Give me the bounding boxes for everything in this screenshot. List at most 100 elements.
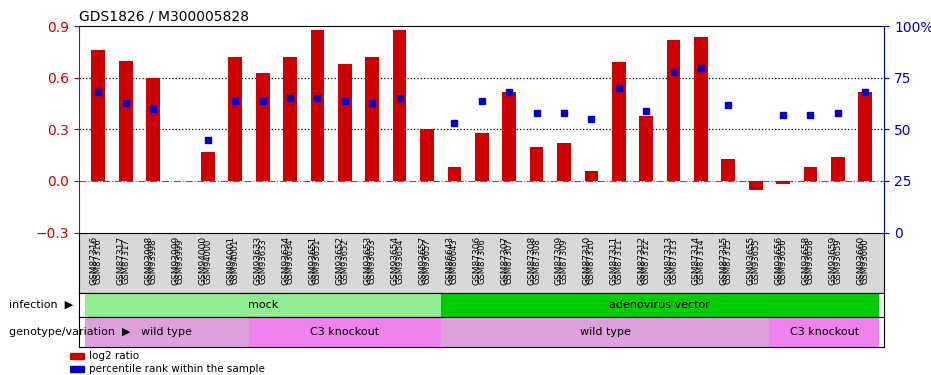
Bar xyxy=(420,129,434,181)
Text: genotype/variation  ▶: genotype/variation ▶ xyxy=(9,327,131,337)
Text: GSM93652: GSM93652 xyxy=(336,236,344,285)
Text: C3 knockout: C3 knockout xyxy=(789,327,858,337)
Text: GSM87312: GSM87312 xyxy=(637,236,646,285)
Text: infection  ▶: infection ▶ xyxy=(9,300,74,310)
Text: GSM87314: GSM87314 xyxy=(692,236,701,285)
Bar xyxy=(695,37,708,181)
Text: GSM87315: GSM87315 xyxy=(723,238,733,284)
Text: GSM87312: GSM87312 xyxy=(641,238,651,284)
Bar xyxy=(803,167,817,181)
Text: GSM93651: GSM93651 xyxy=(308,236,317,285)
Text: GSM87306: GSM87306 xyxy=(478,238,486,284)
Bar xyxy=(475,133,489,181)
Text: C3 knockout: C3 knockout xyxy=(310,327,380,337)
Text: GSM94000: GSM94000 xyxy=(199,236,208,285)
Text: GSM93654: GSM93654 xyxy=(395,238,404,284)
Text: GSM87309: GSM87309 xyxy=(560,238,569,284)
Bar xyxy=(201,152,215,181)
Text: wild type: wild type xyxy=(580,327,630,337)
Text: GSM93634: GSM93634 xyxy=(281,236,290,285)
Bar xyxy=(585,171,599,181)
Bar xyxy=(228,57,242,181)
Text: GSM93657: GSM93657 xyxy=(423,238,431,284)
Bar xyxy=(249,317,440,347)
Text: GSM87307: GSM87307 xyxy=(505,238,514,284)
Bar xyxy=(70,352,84,359)
Text: GSM87313: GSM87313 xyxy=(669,238,678,284)
Bar xyxy=(769,317,879,347)
Text: GSM87308: GSM87308 xyxy=(528,236,536,285)
Text: GDS1826 / M300005828: GDS1826 / M300005828 xyxy=(79,10,250,24)
Text: GSM87306: GSM87306 xyxy=(473,236,482,285)
Text: GSM93658: GSM93658 xyxy=(802,236,811,285)
Bar xyxy=(283,57,297,181)
Bar xyxy=(393,30,407,181)
Text: GSM93653: GSM93653 xyxy=(368,238,377,284)
Text: wild type: wild type xyxy=(142,327,192,337)
Bar xyxy=(858,92,872,181)
Text: GSM93999: GSM93999 xyxy=(176,238,185,284)
Bar xyxy=(311,30,324,181)
Text: GSM93660: GSM93660 xyxy=(861,238,870,284)
Text: GSM87311: GSM87311 xyxy=(614,238,623,284)
Bar xyxy=(557,143,571,181)
Text: GSM93657: GSM93657 xyxy=(418,236,427,285)
Text: GSM93653: GSM93653 xyxy=(363,236,372,285)
Text: GSM87309: GSM87309 xyxy=(555,236,564,285)
Text: GSM93634: GSM93634 xyxy=(286,238,294,284)
Text: GSM93998: GSM93998 xyxy=(144,236,153,285)
Text: GSM86643: GSM86643 xyxy=(450,238,459,284)
Text: GSM94001: GSM94001 xyxy=(231,238,240,284)
Bar xyxy=(338,64,352,181)
Bar xyxy=(612,62,626,181)
Bar xyxy=(440,317,769,347)
Text: GSM87315: GSM87315 xyxy=(720,236,728,285)
Text: GSM86643: GSM86643 xyxy=(445,236,454,285)
Text: GSM93658: GSM93658 xyxy=(806,238,815,284)
Bar xyxy=(503,92,516,181)
Text: GSM93660: GSM93660 xyxy=(857,236,865,285)
Text: mock: mock xyxy=(248,300,277,310)
Text: GSM93656: GSM93656 xyxy=(778,238,788,284)
Text: GSM93654: GSM93654 xyxy=(391,236,399,285)
Bar xyxy=(91,50,105,181)
Text: adenovirus vector: adenovirus vector xyxy=(610,300,710,310)
Text: GSM93633: GSM93633 xyxy=(258,238,267,284)
Bar xyxy=(256,73,269,181)
Bar xyxy=(70,366,84,372)
Text: GSM93655: GSM93655 xyxy=(747,236,756,285)
Text: percentile rank within the sample: percentile rank within the sample xyxy=(89,364,265,374)
Text: GSM87317: GSM87317 xyxy=(116,236,126,285)
Text: GSM87311: GSM87311 xyxy=(610,236,619,285)
Text: GSM93659: GSM93659 xyxy=(829,236,838,285)
Text: GSM93652: GSM93652 xyxy=(341,238,349,284)
Text: GSM94001: GSM94001 xyxy=(226,236,236,285)
Text: log2 ratio: log2 ratio xyxy=(89,351,140,361)
Bar xyxy=(85,292,440,317)
Bar xyxy=(85,317,249,347)
Text: GSM87313: GSM87313 xyxy=(665,236,673,285)
Bar xyxy=(831,157,844,181)
Text: GSM87317: GSM87317 xyxy=(121,238,130,284)
Bar xyxy=(530,147,544,181)
Bar xyxy=(365,57,379,181)
Text: GSM87310: GSM87310 xyxy=(587,238,596,284)
Text: GSM93633: GSM93633 xyxy=(253,236,263,285)
Text: GSM93656: GSM93656 xyxy=(774,236,783,285)
Text: GSM87308: GSM87308 xyxy=(533,238,541,284)
Bar xyxy=(749,181,762,189)
Bar xyxy=(146,78,160,181)
Text: GSM94000: GSM94000 xyxy=(203,238,212,284)
Text: GSM87310: GSM87310 xyxy=(583,236,591,285)
Text: GSM93655: GSM93655 xyxy=(751,238,761,284)
Bar xyxy=(119,61,132,181)
Bar xyxy=(448,167,461,181)
Text: GSM87316: GSM87316 xyxy=(89,236,99,285)
Bar xyxy=(722,159,735,181)
Bar xyxy=(667,40,681,181)
Text: GSM93998: GSM93998 xyxy=(149,238,157,284)
Text: GSM87316: GSM87316 xyxy=(94,238,102,284)
Bar xyxy=(776,181,789,184)
Text: GSM87307: GSM87307 xyxy=(500,236,509,285)
Text: GSM93659: GSM93659 xyxy=(833,238,843,284)
